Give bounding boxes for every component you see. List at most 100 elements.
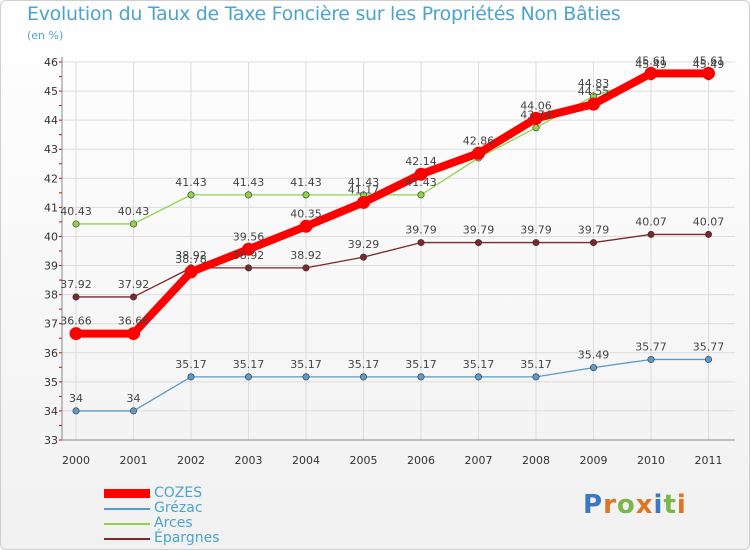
data-label-grezac: 35.17 (290, 358, 322, 371)
x-tick-label: 2000 (62, 454, 90, 467)
data-point-grezac (72, 407, 80, 415)
y-tick-label: 38 (44, 289, 58, 302)
data-label-epargnes: 40.07 (635, 215, 667, 228)
data-label-grezac: 35.17 (348, 358, 380, 371)
data-point-cozes (127, 327, 140, 341)
logo-letter: x (635, 490, 654, 520)
data-point-epargnes (532, 239, 540, 247)
x-tick-label: 2001 (120, 454, 148, 467)
y-tick-label: 36 (44, 347, 58, 360)
data-point-cozes (299, 219, 313, 233)
y-tick-label: 34 (44, 405, 58, 418)
data-point-epargnes (589, 239, 597, 247)
x-tick-label: 2006 (407, 454, 435, 467)
series-line-epargnes (75, 233, 710, 298)
x-tick-label: 2009 (580, 454, 608, 467)
data-label-grezac: 35.77 (693, 340, 725, 353)
data-label-cozes: 39.56 (233, 230, 265, 243)
data-point-grezac (474, 373, 482, 381)
data-label-arces: 41.43 (405, 176, 437, 189)
series-line-cozes (72, 69, 713, 338)
y-tick-label: 40 (44, 230, 58, 243)
data-label-epargnes: 39.29 (348, 238, 380, 251)
data-point-epargnes (647, 230, 655, 238)
data-label-arces: 44.83 (578, 77, 610, 90)
data-label-arces: 40.43 (118, 205, 150, 218)
data-point-cozes (529, 111, 543, 125)
data-point-arces (130, 220, 138, 228)
data-point-cozes (242, 242, 255, 256)
data-label-grezac: 35.49 (578, 349, 610, 362)
x-tick-label: 2010 (637, 454, 665, 467)
logo-letter: o (616, 490, 636, 520)
legend-label-arces: Arces (154, 515, 193, 531)
data-label-epargnes: 39.79 (520, 224, 552, 237)
data-label-cozes: 44.55 (578, 85, 610, 98)
chart-title: Evolution du Taux de Taxe Foncière sur l… (27, 3, 621, 25)
x-tick-label: 2007 (465, 454, 493, 467)
x-tick-label: 2002 (177, 454, 205, 467)
data-label-epargnes: 39.79 (405, 224, 437, 237)
data-label-arces: 45.49 (693, 58, 725, 71)
data-label-cozes: 36.66 (60, 315, 92, 328)
data-label-cozes: 42.14 (405, 155, 437, 168)
data-label-arces: 41.43 (175, 176, 207, 189)
data-label-grezac: 35.17 (175, 358, 207, 371)
data-label-cozes: 38.78 (175, 253, 207, 266)
data-point-cozes (69, 327, 83, 341)
data-point-epargnes (130, 293, 138, 301)
data-label-epargnes: 38.92 (290, 249, 322, 262)
data-point-epargnes (359, 253, 367, 261)
logo-letter: i (653, 490, 664, 520)
legend-swatch-epargnes (104, 538, 150, 540)
data-point-grezac (130, 407, 138, 415)
data-point-cozes (472, 146, 485, 160)
data-point-arces (417, 191, 425, 199)
logo-letter: t (663, 490, 677, 520)
data-point-grezac (704, 355, 712, 363)
y-tick-label: 42 (44, 172, 58, 185)
data-label-cozes: 44.06 (520, 99, 552, 112)
data-point-grezac (647, 355, 655, 363)
y-tick-label: 45 (44, 85, 58, 98)
logo-letter: r (603, 490, 617, 520)
data-label-grezac: 34 (69, 392, 83, 405)
data-label-arces: 43.74 (520, 109, 552, 122)
y-tick-label: 37 (44, 318, 58, 331)
data-point-grezac (589, 364, 597, 372)
legend-label-epargnes: Épargnes (154, 530, 220, 546)
x-tick-label: 2008 (522, 454, 550, 467)
data-label-cozes: 36.66 (118, 315, 150, 328)
data-point-epargnes (474, 239, 482, 247)
data-point-cozes (357, 195, 370, 209)
data-point-grezac (417, 373, 425, 381)
x-tick-label: 2004 (292, 454, 320, 467)
data-label-epargnes: 38.92 (233, 249, 265, 262)
data-label-epargnes: 39.79 (578, 224, 610, 237)
data-point-cozes (702, 66, 715, 80)
data-point-grezac (532, 373, 540, 381)
data-label-epargnes: 39.79 (463, 224, 495, 237)
legend-swatch-arces (104, 523, 150, 525)
y-tick-label: 39 (44, 260, 58, 273)
data-label-grezac: 35.17 (233, 358, 265, 371)
legend-item-arces: Arces (104, 516, 304, 531)
data-label-epargnes: 40.07 (693, 215, 725, 228)
legend: COZES Grézac Arces Épargnes (104, 486, 304, 546)
y-tick-label: 33 (44, 434, 58, 447)
data-point-cozes (414, 167, 428, 181)
series-layer (69, 66, 715, 415)
y-axis-unit: (en %) (27, 29, 64, 42)
grid-lines (62, 61, 735, 441)
series-line-grezac (75, 358, 710, 412)
data-label-grezac: 34 (127, 392, 141, 405)
data-label-grezac: 35.17 (520, 358, 552, 371)
y-tick-label: 43 (44, 143, 58, 156)
data-point-grezac (302, 373, 310, 381)
x-tick-label: 2005 (350, 454, 378, 467)
data-label-cozes: 42.86 (463, 134, 495, 147)
legend-item-grezac: Grézac (104, 501, 304, 516)
data-point-arces (187, 191, 195, 199)
data-point-arces (245, 191, 253, 199)
